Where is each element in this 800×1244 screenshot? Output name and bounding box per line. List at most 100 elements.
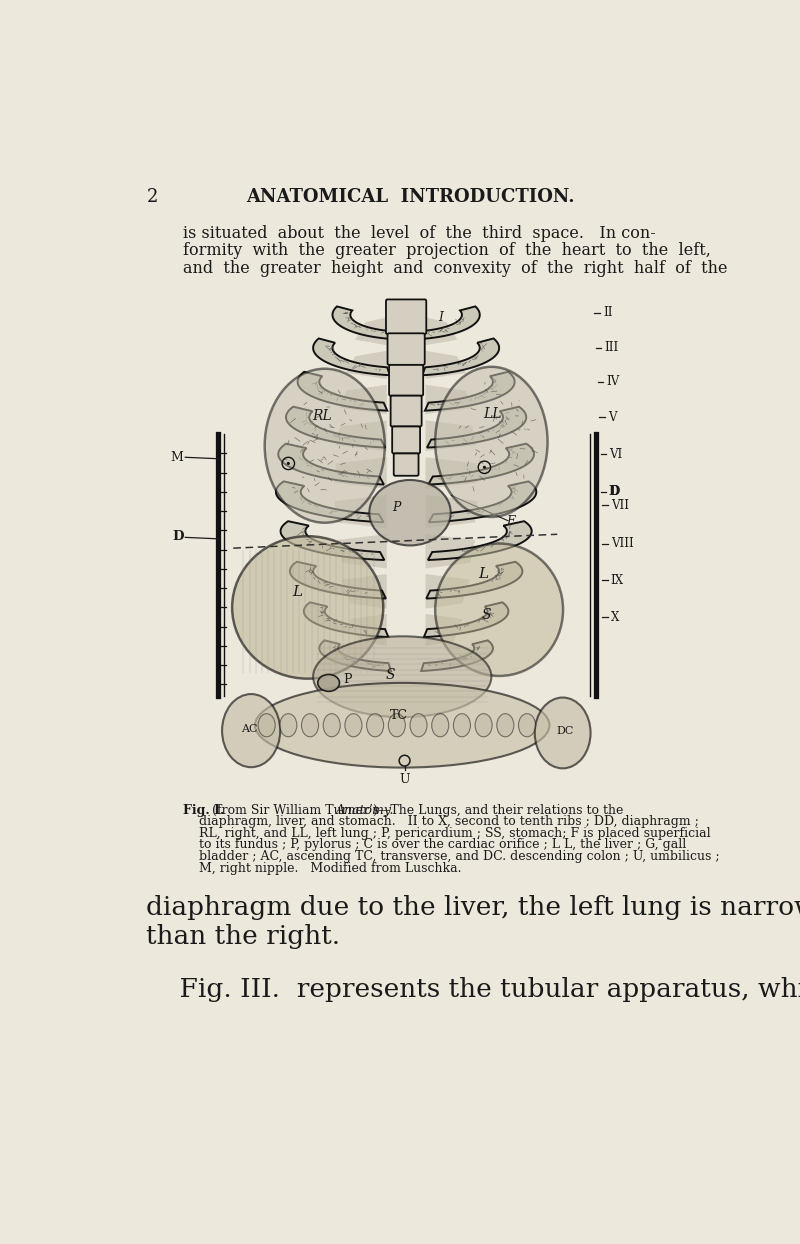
Polygon shape [426, 420, 477, 452]
Text: is situated  about  the  level  of  the  third  space.   In con-: is situated about the level of the third… [183, 225, 656, 241]
Text: ANATOMICAL  INTRODUCTION.: ANATOMICAL INTRODUCTION. [246, 188, 574, 205]
Text: III: III [605, 341, 618, 355]
Ellipse shape [366, 714, 384, 736]
Polygon shape [346, 351, 386, 379]
Polygon shape [426, 495, 478, 529]
FancyBboxPatch shape [390, 396, 422, 427]
Text: )—The Lungs, and their relations to the: )—The Lungs, and their relations to the [373, 804, 623, 817]
Polygon shape [422, 338, 499, 376]
FancyBboxPatch shape [201, 286, 611, 782]
Polygon shape [340, 384, 386, 414]
Polygon shape [428, 521, 532, 560]
Text: than the right.: than the right. [146, 924, 341, 949]
Ellipse shape [475, 714, 492, 736]
Text: D: D [609, 485, 619, 499]
Polygon shape [350, 613, 386, 646]
Text: F: F [506, 515, 515, 529]
Polygon shape [304, 602, 388, 637]
Polygon shape [426, 613, 462, 646]
Text: diaphragm, liver, and stomach.   II to X, second to tenth ribs ; DD, diaphragm ;: diaphragm, liver, and stomach. II to X, … [183, 815, 699, 829]
Polygon shape [278, 444, 384, 484]
Text: AC: AC [242, 724, 258, 734]
Ellipse shape [222, 694, 280, 768]
Text: bladder ; AC, ascending TC, transverse, and DC. descending colon ; U, umbilicus : bladder ; AC, ascending TC, transverse, … [183, 850, 719, 863]
Text: LL: LL [484, 407, 502, 422]
Polygon shape [426, 534, 475, 569]
Text: L: L [293, 585, 302, 600]
FancyBboxPatch shape [386, 300, 426, 335]
Text: U: U [399, 773, 410, 786]
Polygon shape [355, 317, 386, 345]
Circle shape [286, 462, 290, 465]
Polygon shape [419, 306, 480, 340]
Text: D: D [172, 530, 184, 544]
Text: X: X [610, 611, 619, 624]
Ellipse shape [518, 714, 535, 736]
Text: diaphragm due to the liver, the left lung is narrower and longer: diaphragm due to the liver, the left lun… [146, 894, 800, 919]
Polygon shape [281, 521, 384, 560]
Text: L: L [478, 567, 489, 581]
Ellipse shape [318, 674, 339, 692]
Polygon shape [426, 384, 472, 414]
Text: VI: VI [609, 448, 622, 460]
Text: RL, right, and LL, left lung ; P, pericardium ; SS, stomach; F is placed superfi: RL, right, and LL, left lung ; P, perica… [183, 827, 710, 840]
Polygon shape [428, 444, 534, 484]
Text: and  the  greater  height  and  convexity  of  the  right  half  of  the: and the greater height and convexity of … [183, 260, 727, 277]
Polygon shape [333, 306, 394, 340]
Text: II: II [603, 306, 613, 318]
Ellipse shape [534, 698, 590, 769]
Ellipse shape [454, 714, 470, 736]
Text: I: I [438, 311, 443, 323]
Polygon shape [313, 338, 390, 376]
Ellipse shape [435, 544, 563, 675]
Text: Fig. III.  represents the tubular apparatus, which traverses: Fig. III. represents the tubular apparat… [146, 977, 800, 1001]
Polygon shape [424, 602, 509, 637]
Polygon shape [334, 495, 386, 529]
Polygon shape [426, 351, 466, 379]
Polygon shape [342, 573, 386, 608]
Polygon shape [337, 534, 386, 569]
Text: (from Sir William Turner’s: (from Sir William Turner’s [209, 804, 384, 817]
Ellipse shape [370, 480, 450, 545]
Polygon shape [421, 641, 493, 671]
Text: formity  with  the  greater  projection  of  the  heart  to  the  left,: formity with the greater projection of t… [183, 243, 710, 260]
FancyBboxPatch shape [389, 364, 423, 396]
Polygon shape [290, 562, 386, 598]
Ellipse shape [388, 714, 406, 736]
Text: D: D [609, 485, 619, 498]
Ellipse shape [265, 368, 385, 522]
Polygon shape [319, 641, 391, 671]
Ellipse shape [410, 714, 427, 736]
Ellipse shape [345, 714, 362, 736]
Ellipse shape [432, 714, 449, 736]
Text: Fig. I.: Fig. I. [183, 804, 224, 817]
Text: VIII: VIII [610, 537, 634, 550]
FancyBboxPatch shape [392, 427, 420, 453]
Text: TC: TC [390, 709, 407, 722]
Ellipse shape [255, 683, 550, 768]
Polygon shape [426, 573, 470, 608]
FancyBboxPatch shape [387, 333, 425, 364]
Polygon shape [298, 372, 387, 411]
Polygon shape [429, 481, 536, 522]
FancyBboxPatch shape [394, 453, 418, 475]
Polygon shape [336, 420, 386, 452]
Ellipse shape [280, 714, 297, 736]
Text: VII: VII [610, 499, 629, 511]
Text: Anatomy.: Anatomy. [336, 804, 394, 817]
Ellipse shape [323, 714, 340, 736]
Text: S: S [482, 608, 490, 622]
Text: RL: RL [313, 409, 332, 423]
Polygon shape [286, 407, 386, 448]
Ellipse shape [497, 714, 514, 736]
Ellipse shape [258, 714, 275, 736]
Text: M, right nipple.   Modified from Luschka.: M, right nipple. Modified from Luschka. [183, 862, 462, 875]
Text: IX: IX [610, 573, 624, 587]
Polygon shape [425, 372, 514, 411]
Text: 2: 2 [146, 188, 158, 205]
Polygon shape [426, 562, 522, 598]
Text: DC: DC [556, 725, 574, 735]
Polygon shape [276, 481, 383, 522]
Text: V: V [608, 411, 616, 424]
Ellipse shape [302, 714, 318, 736]
